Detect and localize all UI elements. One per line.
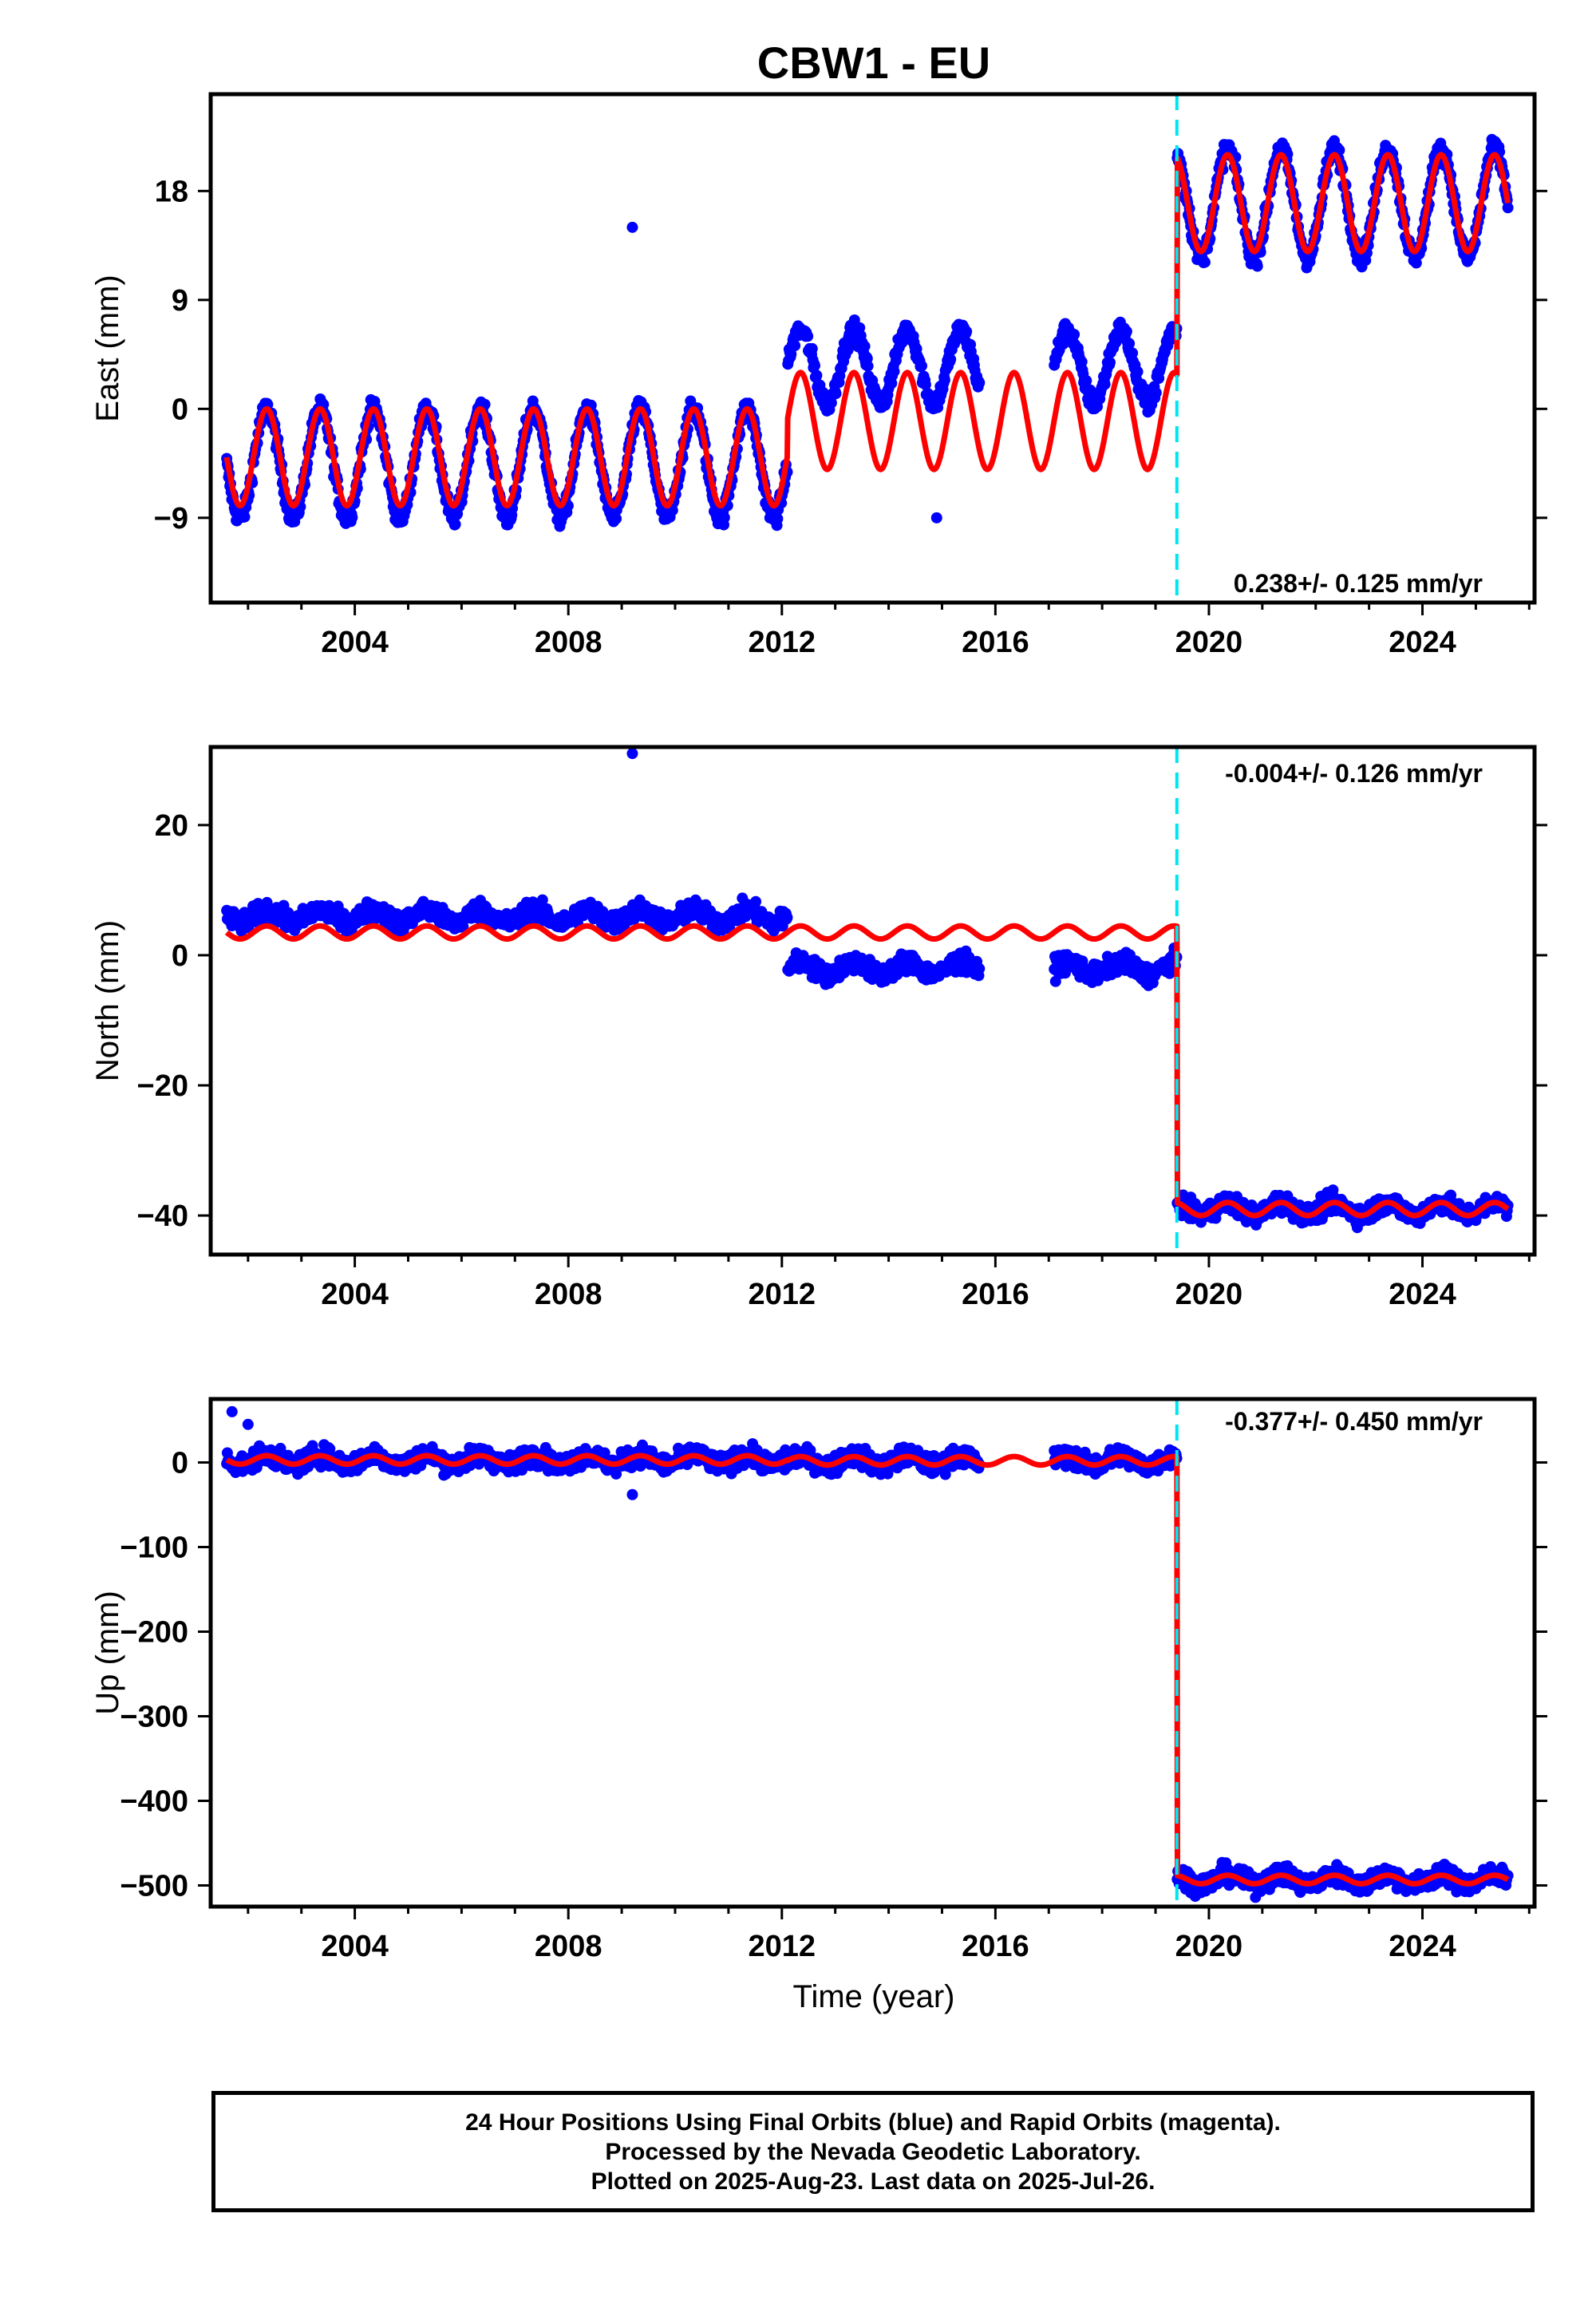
x-tick-label: 2008 bbox=[535, 626, 602, 659]
data-point bbox=[1251, 260, 1263, 272]
outlier-point bbox=[626, 748, 638, 760]
panel-frame bbox=[208, 92, 1537, 605]
y-tick-label: 0 bbox=[172, 939, 188, 973]
y-axis-label-north: North (mm) bbox=[90, 920, 125, 1081]
y-tick-label: −9 bbox=[154, 502, 188, 536]
chart-title: CBW1 - EU bbox=[757, 38, 990, 88]
data-point bbox=[945, 354, 957, 366]
data-point bbox=[919, 379, 931, 390]
plot-area-up bbox=[221, 1399, 1514, 1907]
rate-annotation-north: -0.004+/- 0.126 mm/yr bbox=[1225, 759, 1483, 788]
data-point bbox=[1132, 366, 1144, 377]
data-point bbox=[974, 962, 986, 974]
data-point bbox=[916, 360, 927, 372]
data-point bbox=[830, 388, 842, 400]
panel-up: 2004 2008 2012 2016 2020 2024−500−400−300−200… bbox=[90, 1397, 1547, 1963]
plot-area-north bbox=[221, 747, 1514, 1255]
data-series-up bbox=[221, 1405, 1514, 1903]
data-point bbox=[961, 326, 973, 338]
data-point bbox=[781, 911, 793, 923]
data-point bbox=[809, 360, 820, 372]
x-tick-label: 2004 bbox=[321, 626, 389, 659]
model-line-east bbox=[223, 152, 1511, 509]
plot-area-east bbox=[221, 94, 1514, 603]
x-tick-label: 2016 bbox=[962, 1278, 1029, 1311]
data-point bbox=[239, 511, 251, 523]
data-point bbox=[811, 370, 823, 381]
y-tick-label: 9 bbox=[172, 284, 188, 318]
data-point bbox=[1099, 378, 1111, 390]
x-tick-label: 2024 bbox=[1389, 1278, 1456, 1311]
data-point bbox=[1104, 357, 1116, 369]
data-point bbox=[1502, 202, 1514, 214]
x-tick-label: 2012 bbox=[749, 626, 816, 659]
x-tick-label: 2012 bbox=[749, 1278, 816, 1311]
y-tick-label: 18 bbox=[155, 175, 188, 208]
x-tick-label: 2020 bbox=[1175, 626, 1243, 659]
data-point bbox=[1080, 375, 1092, 386]
data-point bbox=[346, 512, 358, 524]
data-point bbox=[772, 513, 784, 524]
data-point bbox=[806, 342, 818, 354]
data-point bbox=[718, 512, 730, 524]
data-point bbox=[789, 340, 801, 352]
data-point bbox=[1120, 326, 1132, 338]
data-point bbox=[1199, 256, 1211, 268]
gps-timeseries-chart: CBW1 - EU Time (year) 2004 2008 2012 2016 20… bbox=[90, 38, 1547, 2014]
y-tick-label: −20 bbox=[137, 1069, 188, 1103]
x-tick-label: 2016 bbox=[962, 626, 1029, 659]
rate-annotation-east: 0.238+/- 0.125 mm/yr bbox=[1234, 569, 1483, 598]
data-point bbox=[1410, 257, 1422, 269]
data-point bbox=[1076, 356, 1088, 368]
y-tick-label: 20 bbox=[155, 809, 188, 843]
x-tick-label: 2020 bbox=[1175, 1278, 1243, 1311]
outlier-point bbox=[626, 221, 638, 233]
y-tick-label: 0 bbox=[172, 393, 188, 426]
data-point bbox=[974, 377, 986, 389]
x-tick-label: 2008 bbox=[535, 1278, 602, 1311]
y-axis-label-east: East (mm) bbox=[90, 275, 125, 421]
data-point bbox=[862, 360, 874, 372]
panel-north: 2004 2008 2012 2016 2020 2024 −40 −20 0 20 North (… bbox=[90, 745, 1547, 1311]
data-point bbox=[1069, 329, 1080, 341]
x-tick-label: 2024 bbox=[1389, 626, 1456, 659]
data-point bbox=[888, 366, 900, 377]
panel-frame bbox=[208, 745, 1537, 1257]
data-point bbox=[938, 374, 950, 386]
data-point bbox=[1124, 338, 1136, 350]
data-series-north bbox=[221, 748, 1514, 1234]
x-tick-label: 2004 bbox=[321, 1278, 389, 1311]
data-point bbox=[610, 512, 622, 524]
x-axis-label: Time (year) bbox=[793, 1979, 955, 2014]
data-point bbox=[802, 330, 814, 342]
data-point bbox=[750, 895, 762, 907]
panel-east: 2004 2008 2012 2016 2020 2024 −9 0 9 18 East (mm) 0… bbox=[90, 92, 1547, 659]
data-point bbox=[859, 340, 871, 352]
outlier-point bbox=[930, 512, 942, 524]
data-point bbox=[449, 519, 461, 530]
y-tick-label: −40 bbox=[137, 1199, 188, 1233]
data-point bbox=[1127, 347, 1139, 359]
data-series-east bbox=[221, 133, 1514, 532]
data-point bbox=[1150, 387, 1162, 399]
